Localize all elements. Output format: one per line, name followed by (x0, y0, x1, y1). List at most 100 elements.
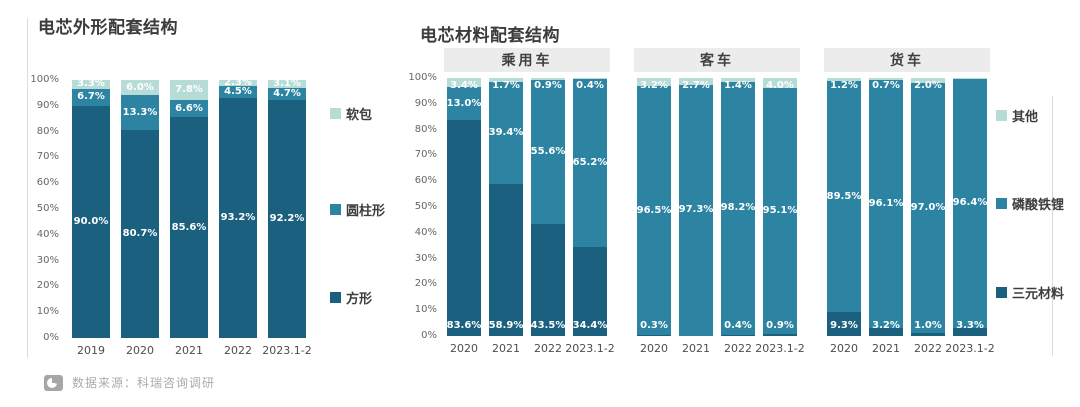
x-axis-label: 2022 (224, 344, 252, 357)
y-axis-tick: 0% (421, 330, 437, 341)
stacked-bar[interactable]: 3.2% 96.1% 0.7% (869, 78, 903, 336)
bar-segment-其他[interactable] (869, 78, 903, 80)
bar-segment-其他[interactable] (679, 78, 713, 85)
legend-item-方形[interactable]: 方形 (330, 288, 372, 307)
bar-segment-其他[interactable] (637, 78, 671, 87)
data-source-footer: 数据来源：科瑞咨询调研 (44, 374, 215, 391)
bar-segment-其他[interactable] (721, 78, 755, 82)
stacked-bar[interactable]: 93.2% 4.5% 2.3% (219, 77, 257, 338)
bar-segment-方形[interactable] (170, 117, 208, 338)
stacked-bar[interactable]: 0.4% 98.2% 1.4% (721, 78, 755, 336)
y-axis-tick: 70% (36, 151, 59, 163)
bar-segment-三元材料[interactable] (911, 333, 945, 336)
bar-segment-方形[interactable] (72, 105, 110, 338)
bar-segment-磷酸铁锂[interactable] (679, 84, 713, 336)
bar-segment-方形[interactable] (268, 100, 306, 338)
bar-segment-三元材料[interactable] (447, 120, 481, 336)
bar-segment-方形[interactable] (121, 129, 159, 338)
bar-segment-三元材料[interactable] (953, 327, 987, 336)
stacked-bar[interactable]: 58.9% 39.4% 1.7% (489, 78, 523, 336)
y-axis-tick: 100% (408, 72, 437, 83)
legend-item-软包[interactable]: 软包 (330, 104, 372, 123)
panel-x-axis: 2020 2021 2022 2023.1-2 (634, 342, 805, 355)
bar-segment-软包[interactable] (121, 80, 159, 96)
bar-segment-磷酸铁锂[interactable] (637, 86, 671, 336)
bar-segment-磷酸铁锂[interactable] (953, 78, 987, 328)
bar-segment-软包[interactable] (170, 80, 208, 101)
legend-label: 磷酸铁锂 (1012, 198, 1065, 213)
bar-segment-磷酸铁锂[interactable] (489, 82, 523, 185)
panel-plot-area: 0.3% 96.5% 3.2% 97.3% 2.7% 0.4% 98.2% 1.4% 0.9% 9… (634, 78, 800, 336)
y-axis-tick: 40% (414, 226, 437, 238)
bar-segment-其他[interactable] (763, 78, 797, 89)
bar-segment-软包[interactable] (72, 80, 110, 89)
stacked-bar[interactable]: 1.0% 97.0% 2.0% (911, 78, 945, 336)
shape-chart-x-axis: 2019 2020 2021 2022 2023.1-2 (72, 344, 312, 357)
bar-segment-三元材料[interactable] (637, 335, 671, 336)
y-axis-tick: 30% (36, 254, 59, 266)
bar-segment-三元材料[interactable] (573, 247, 607, 336)
bar-segment-圆柱形[interactable] (72, 88, 110, 106)
bar-segment-磷酸铁锂[interactable] (911, 83, 945, 334)
bar-segment-圆柱形[interactable] (170, 100, 208, 118)
x-axis-label: 2020 (640, 342, 668, 355)
stacked-bar[interactable]: 0.9% 95.1% 4.0% (763, 78, 797, 336)
left-divider-line (27, 18, 28, 358)
bar-segment-三元材料[interactable] (531, 223, 565, 336)
bar-segment-其他[interactable] (447, 78, 481, 87)
bar-segment-方形[interactable] (219, 97, 257, 338)
stacked-bar[interactable]: 92.2% 4.7% 3.1% (268, 79, 306, 338)
bar-segment-磷酸铁锂[interactable] (869, 79, 903, 328)
bar-segment-软包[interactable] (268, 80, 306, 88)
legend-item-三元材料[interactable]: 三元材料 (996, 283, 1064, 302)
bar-segment-磷酸铁锂[interactable] (447, 86, 481, 121)
bar-segment-磷酸铁锂[interactable] (721, 81, 755, 335)
bar-segment-三元材料[interactable] (827, 312, 861, 336)
stacked-bar[interactable]: 3.3% 96.4% (953, 78, 987, 336)
stacked-bar[interactable]: 34.4% 65.2% 0.4% (573, 78, 607, 336)
vehicle-panel-客车: 客车 0.3% 96.5% 3.2% 97.3% 2.7% 0.4% 98.2% 1.4% 0.9… (634, 48, 805, 355)
bar-segment-三元材料[interactable] (489, 184, 523, 336)
bar-segment-其他[interactable] (827, 78, 861, 82)
vehicle-panel-货车: 货车 9.3% 89.5% 1.2% 3.2% 96.1% 0.7% 1.0% 97.0% 2.0… (824, 48, 995, 355)
bar-segment-软包[interactable] (219, 80, 257, 86)
stacked-bar[interactable]: 97.3% 2.7% (679, 78, 713, 336)
bar-segment-圆柱形[interactable] (121, 95, 159, 130)
y-axis-tick: 50% (414, 201, 437, 212)
bar-segment-三元材料[interactable] (763, 333, 797, 336)
stacked-bar[interactable]: 0.3% 96.5% 3.2% (637, 78, 671, 336)
bar-segment-其他[interactable] (531, 78, 565, 81)
bar-segment-三元材料[interactable] (721, 334, 755, 336)
stacked-bar[interactable]: 83.6% 13.0% 3.4% (447, 78, 481, 336)
bar-segment-其他[interactable] (911, 78, 945, 84)
bar-segment-三元材料[interactable] (869, 327, 903, 336)
source-logo-icon (44, 374, 63, 391)
bar-segment-其他[interactable] (489, 78, 523, 83)
legend-marker (330, 108, 341, 119)
legend-item-其他[interactable]: 其他 (996, 106, 1038, 125)
source-label: 数据来源：科瑞咨询调研 (72, 376, 216, 390)
x-axis-label: 2022 (724, 342, 752, 355)
material-chart-title: 电芯材料配套结构 (420, 26, 560, 46)
x-axis-label: 2022 (534, 342, 562, 355)
bar-segment-其他[interactable] (573, 78, 607, 80)
panel-header-客车: 客车 (634, 48, 800, 72)
stacked-bar[interactable]: 85.6% 6.6% 7.8% (170, 80, 208, 338)
stacked-bar[interactable]: 9.3% 89.5% 1.2% (827, 78, 861, 336)
bar-segment-磷酸铁锂[interactable] (573, 79, 607, 248)
stacked-bar[interactable]: 90.0% 6.7% 3.3% (72, 79, 110, 338)
bar-segment-圆柱形[interactable] (219, 85, 257, 98)
legend-item-圆柱形[interactable]: 圆柱形 (330, 200, 385, 219)
bar-segment-其他[interactable] (953, 78, 987, 79)
shape-chart-plot-area: 90.0% 6.7% 3.3% 80.7% 13.3% 6.0% 85.6% 6.6% 7.8%… (72, 77, 306, 338)
legend-item-磷酸铁锂[interactable]: 磷酸铁锂 (996, 194, 1064, 213)
legend-label: 其他 (1012, 110, 1039, 125)
bar-segment-磷酸铁锂[interactable] (763, 88, 797, 334)
bar-segment-圆柱形[interactable] (268, 88, 306, 101)
bar-segment-磷酸铁锂[interactable] (827, 81, 861, 313)
bar-segment-磷酸铁锂[interactable] (531, 80, 565, 224)
stacked-bar[interactable]: 43.5% 55.6% 0.9% (531, 78, 565, 336)
y-axis-tick: 100% (30, 74, 59, 85)
stacked-bar[interactable]: 80.7% 13.3% 6.0% (121, 80, 159, 338)
